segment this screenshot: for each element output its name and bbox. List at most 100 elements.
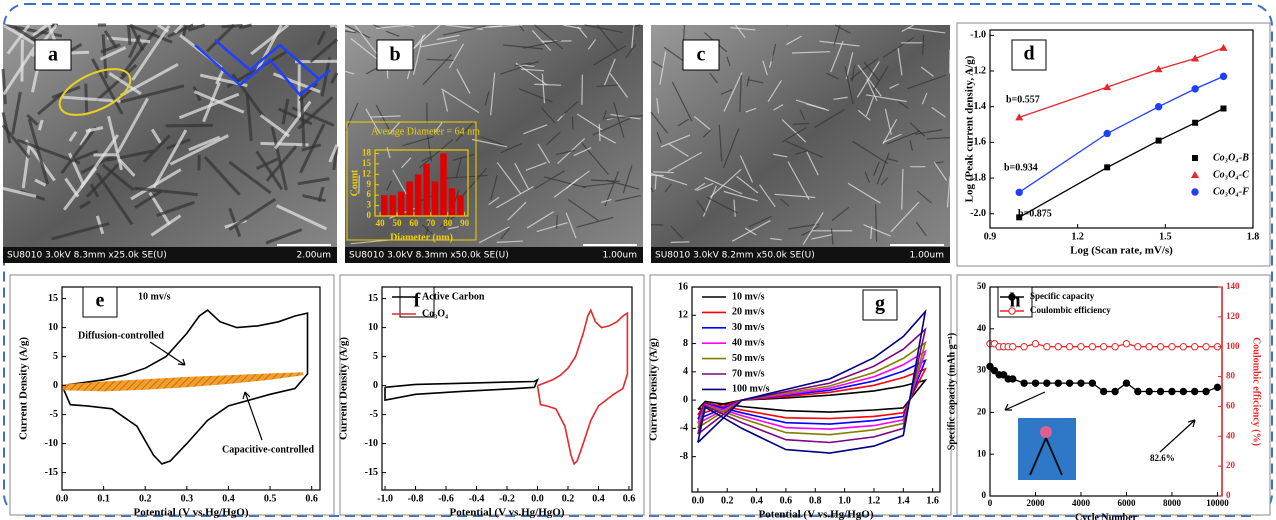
sem-texture <box>602 110 608 121</box>
sem-texture <box>37 119 44 131</box>
x-tick-label: 1.5 <box>1159 231 1172 242</box>
y-tick-label: 0 <box>373 380 378 391</box>
sem-texture <box>771 43 777 62</box>
sem-texture <box>255 150 284 191</box>
y2-tick-label: 120 <box>1226 311 1240 321</box>
y-axis-label: Current Density (A/g) <box>338 337 350 440</box>
sem-texture <box>100 43 121 54</box>
sem-texture <box>856 61 880 98</box>
sem-texture <box>622 165 633 194</box>
sem-texture <box>914 129 943 135</box>
sem-texture <box>26 113 39 126</box>
y-tick-label: 0 <box>683 394 688 405</box>
sem-texture <box>733 199 736 217</box>
sem-texture <box>156 200 195 217</box>
sem-texture <box>134 186 198 197</box>
x-axis-label: Diameter (nm) <box>390 232 453 243</box>
marker <box>1191 85 1199 93</box>
sem-texture <box>882 118 898 145</box>
sem-texture <box>525 162 547 171</box>
marker <box>1100 387 1108 396</box>
sem-texture <box>500 142 523 154</box>
sem-texture <box>330 72 339 84</box>
sem-texture <box>165 123 213 128</box>
x-tick-label: 1.0 <box>838 495 851 506</box>
sem-texture <box>886 130 921 145</box>
sem-texture <box>537 143 551 164</box>
y-tick-label: 10 <box>48 322 58 333</box>
sem-texture <box>774 193 816 199</box>
marker <box>1191 343 1199 351</box>
x-tick-label: 2000 <box>1026 498 1045 508</box>
sem-texture <box>745 107 757 113</box>
sem-texture <box>652 61 663 68</box>
marker <box>1219 72 1228 81</box>
legend-label: 10 mv/s <box>732 291 765 302</box>
y2-tick-label: 100 <box>1226 341 1240 351</box>
sem-texture <box>604 115 644 120</box>
y-tick-label: 40 <box>977 323 987 333</box>
marker <box>1043 379 1051 387</box>
arrows <box>149 341 1196 453</box>
marker <box>1088 379 1097 387</box>
sem-texture <box>1 124 31 159</box>
x-axis-label: Potential (V vs.Hg/HgO) <box>450 507 565 519</box>
sem-texture <box>541 107 556 124</box>
sem-texture <box>471 138 508 148</box>
sem-texture <box>677 118 690 127</box>
sem-texture <box>297 177 330 186</box>
y2-tick-label: 40 <box>1226 430 1236 440</box>
x-tick-label: 4000 <box>1072 498 1091 508</box>
sem-texture <box>193 90 245 114</box>
sem-texture <box>490 72 496 116</box>
sem-texture <box>79 200 92 210</box>
marker <box>1009 343 1017 351</box>
sem-texture <box>534 83 562 86</box>
photo-detail <box>1040 426 1052 438</box>
sem-texture <box>107 115 123 171</box>
sem-texture <box>696 199 707 213</box>
sem-texture <box>203 155 241 196</box>
sem-texture <box>365 108 380 134</box>
y-tick-label: 12 <box>678 310 688 321</box>
histogram-bar <box>448 188 456 216</box>
legend-label: Co₃O₄-C <box>1213 169 1249 180</box>
scale-bar-label: 2.00um <box>296 251 331 261</box>
sem-texture <box>61 95 121 103</box>
sem-texture <box>350 239 389 245</box>
sem-texture <box>500 227 510 240</box>
sem-texture <box>386 147 391 159</box>
y-tick-label: -5 <box>370 409 378 420</box>
sem-texture <box>245 94 253 142</box>
info-bar <box>345 247 643 263</box>
y-tick-label: -10 <box>365 438 378 449</box>
legend-label: 50 mv/s <box>732 353 765 364</box>
panel-label-box <box>82 286 118 318</box>
sem-texture <box>898 101 909 109</box>
sem-texture <box>68 130 78 142</box>
marker <box>1155 137 1162 144</box>
sem-texture <box>553 170 590 198</box>
legend-label: 20 mv/s <box>732 307 765 318</box>
x-tick-label: -0.4 <box>469 493 485 504</box>
sem-texture <box>99 46 127 61</box>
marker <box>1111 387 1119 396</box>
sem-texture <box>259 114 290 138</box>
y-tick-label: 8 <box>683 338 688 349</box>
sem-texture <box>876 152 890 185</box>
sem-texture <box>228 197 277 231</box>
sem-texture <box>709 168 742 198</box>
sem-texture <box>309 38 338 64</box>
sem-texture <box>603 58 616 86</box>
annotation: b=0.557 <box>1006 94 1040 105</box>
x-tick-label: 0.9 <box>984 231 997 242</box>
sem-texture <box>51 222 110 241</box>
x-tick-label: 1.2 <box>1071 231 1084 242</box>
panel-label: h <box>1009 290 1020 312</box>
sem-texture <box>882 133 902 143</box>
y-tick-label: 15 <box>362 158 372 168</box>
x-tick-label: 0.5 <box>264 493 277 504</box>
x-tick-label: 0.4 <box>750 495 763 506</box>
sem-texture <box>518 24 525 32</box>
annotation: 82.6% <box>1150 453 1175 463</box>
